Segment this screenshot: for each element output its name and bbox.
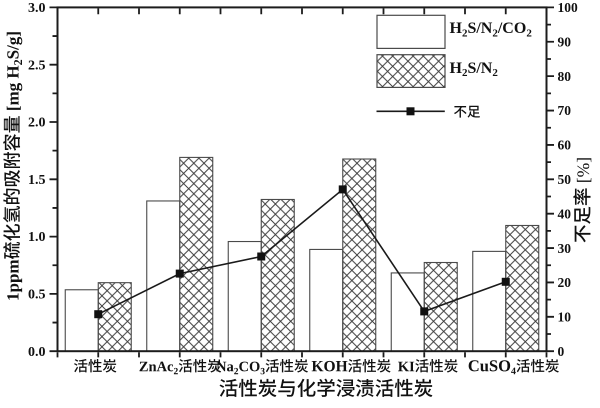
svg-text:100: 100 <box>558 0 579 15</box>
svg-text:H2S/N2/CO2: H2S/N2/CO2 <box>450 20 533 39</box>
svg-text:40: 40 <box>558 206 572 221</box>
svg-text:0.5: 0.5 <box>28 288 46 303</box>
svg-text:0.0: 0.0 <box>28 345 46 360</box>
svg-text:60: 60 <box>558 138 572 153</box>
svg-text:1.0: 1.0 <box>28 230 46 245</box>
svg-text:2.5: 2.5 <box>28 58 46 73</box>
svg-text:20: 20 <box>558 275 572 290</box>
svg-text:80: 80 <box>558 69 572 84</box>
svg-text:30: 30 <box>558 241 572 256</box>
svg-text:H2S/N2: H2S/N2 <box>450 60 499 79</box>
svg-text:70: 70 <box>558 103 572 118</box>
svg-text:3.0: 3.0 <box>28 1 46 16</box>
svg-text:90: 90 <box>558 35 572 50</box>
svg-text:1.5: 1.5 <box>28 173 46 188</box>
svg-text:50: 50 <box>558 172 572 187</box>
svg-text:2.0: 2.0 <box>28 116 46 131</box>
svg-text:10: 10 <box>558 310 572 325</box>
svg-text:0: 0 <box>558 344 565 359</box>
